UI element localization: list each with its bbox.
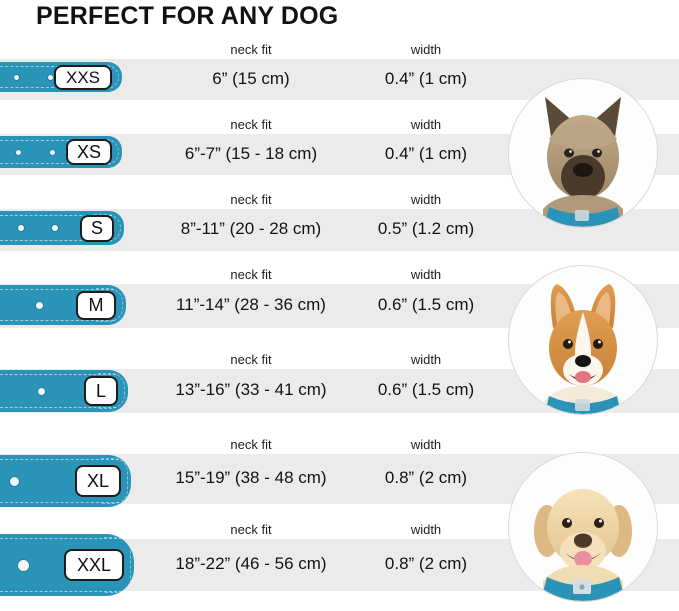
neck-fit-value: 6” (15 cm) — [212, 68, 290, 88]
width-value: 0.4” (1 cm) — [384, 143, 468, 163]
medium-dog-corgi-photo — [508, 265, 658, 415]
width-value: 0.8” (2 cm) — [384, 468, 468, 487]
column-header-width: width — [410, 522, 442, 537]
width-value: 0.6” (1.5 cm) — [377, 295, 475, 314]
size-badge-s: S — [80, 214, 114, 242]
collar-hole — [50, 149, 55, 155]
collar-stitch-edge — [98, 373, 125, 409]
column-header-width: width — [410, 437, 442, 452]
width-value: 0.8” (2 cm) — [384, 554, 468, 573]
collar-hole — [16, 149, 21, 155]
size-badge-xl: XL — [75, 465, 121, 497]
large-dog-labrador-photo — [508, 452, 658, 602]
size-badge-xxs: XXS — [54, 64, 112, 90]
column-header-width: width — [410, 192, 442, 207]
collar-hole — [38, 387, 45, 395]
page-title: PERFECT FOR ANY DOG — [36, 2, 339, 30]
column-header-width: width — [410, 42, 442, 57]
column-header-width: width — [410, 117, 442, 132]
column-header-neck-fit: neck fit — [230, 522, 272, 537]
collar-stitch-edge — [101, 458, 128, 504]
collar-hole — [10, 476, 19, 486]
collar-stitch-edge — [96, 288, 123, 322]
column-header-width: width — [410, 267, 442, 282]
column-header-neck-fit: neck fit — [230, 117, 272, 132]
size-badge-l: L — [84, 376, 118, 406]
collar-stitch-edge — [104, 537, 131, 593]
collar-hole — [18, 225, 24, 231]
column-header-neck-fit: neck fit — [230, 42, 272, 57]
column-header-neck-fit: neck fit — [230, 437, 272, 452]
collar-hole — [52, 225, 58, 231]
size-badge-m: M — [76, 290, 116, 320]
column-header-neck-fit: neck fit — [230, 352, 272, 367]
small-dog-terrier-photo — [508, 78, 658, 228]
collar-hole — [18, 559, 29, 571]
neck-fit-value: 8”-11” (20 - 28 cm) — [180, 219, 322, 238]
column-header-width: width — [410, 352, 442, 367]
size-badge-xxl: XXL — [64, 549, 124, 581]
neck-fit-value: 15”-19” (38 - 48 cm) — [175, 468, 327, 487]
width-value: 0.5” (1.2 cm) — [377, 219, 475, 238]
width-value: 0.6” (1.5 cm) — [377, 380, 475, 399]
collar-hole — [14, 74, 19, 80]
column-header-neck-fit: neck fit — [230, 267, 272, 282]
neck-fit-value: 18”-22” (46 - 56 cm) — [175, 554, 327, 573]
width-value: 0.4” (1 cm) — [384, 68, 468, 88]
column-header-neck-fit: neck fit — [230, 192, 272, 207]
collar-hole — [48, 74, 53, 80]
neck-fit-value: 13”-16” (33 - 41 cm) — [175, 380, 327, 399]
neck-fit-value: 11”-14” (28 - 36 cm) — [176, 295, 326, 314]
collar-hole — [36, 301, 43, 309]
neck-fit-value: 6”-7” (15 - 18 cm) — [184, 143, 318, 163]
size-badge-xs: XS — [66, 139, 112, 165]
